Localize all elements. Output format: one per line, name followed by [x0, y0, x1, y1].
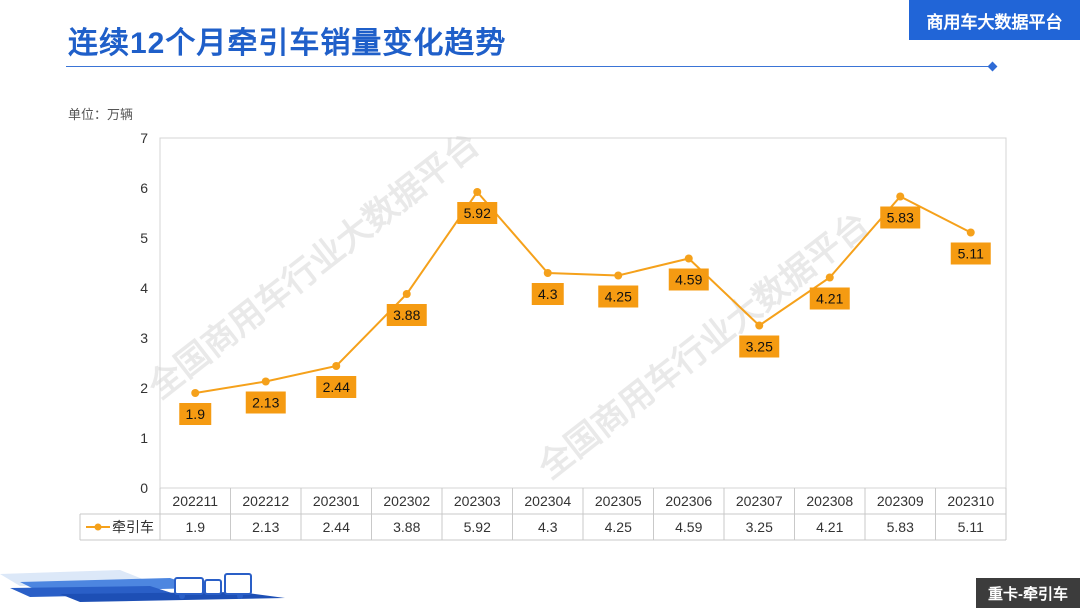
table-value: 3.88 — [393, 519, 420, 535]
data-label: 2.44 — [323, 379, 350, 395]
data-point — [543, 269, 552, 277]
data-point — [261, 377, 270, 386]
table-value: 4.25 — [605, 519, 632, 535]
y-tick-label: 3 — [140, 330, 148, 346]
table-value: 2.13 — [252, 519, 279, 535]
table-value: 3.25 — [746, 519, 773, 535]
table-value: 5.11 — [958, 519, 984, 535]
title-divider — [66, 66, 992, 67]
table-value: 4.3 — [538, 519, 558, 535]
data-point — [896, 192, 905, 201]
data-label-box — [739, 335, 780, 358]
data-label: 4.3 — [538, 286, 558, 302]
data-label-box — [668, 268, 709, 291]
x-tick-label: 202309 — [877, 493, 924, 509]
x-tick-label: 202307 — [736, 493, 783, 509]
data-label: 5.83 — [887, 210, 914, 226]
data-label-box — [598, 285, 639, 308]
y-tick-label: 1 — [140, 430, 148, 446]
data-label: 3.88 — [393, 307, 420, 323]
truck-logo-decoration — [0, 570, 285, 602]
brand-badge: 商用车大数据平台 — [909, 0, 1080, 40]
y-tick-label: 2 — [140, 380, 148, 396]
x-tick-label: 202303 — [454, 493, 501, 509]
data-label: 4.21 — [816, 291, 843, 307]
data-label: 1.9 — [186, 406, 206, 422]
data-label: 5.11 — [958, 246, 984, 262]
data-label-box — [531, 283, 564, 305]
data-point — [473, 188, 482, 196]
data-point — [614, 271, 623, 280]
data-label: 4.25 — [605, 289, 632, 305]
data-label: 5.92 — [464, 205, 491, 221]
data-label-box — [457, 202, 498, 224]
data-point — [825, 273, 834, 282]
data-label-box — [316, 376, 357, 398]
table-value: 1.9 — [186, 519, 206, 535]
data-label: 2.13 — [252, 395, 279, 411]
data-point — [684, 254, 693, 263]
data-point — [191, 389, 200, 397]
y-tick-label: 6 — [140, 180, 148, 196]
data-label-box — [950, 242, 991, 265]
page-title: 连续12个月牵引车销量变化趋势 — [68, 27, 507, 60]
data-point — [966, 228, 975, 237]
x-tick-label: 202211 — [172, 493, 218, 509]
data-point — [755, 321, 764, 330]
x-tick-label: 202301 — [313, 493, 360, 509]
series-line — [195, 190, 972, 394]
legend-label: 牵引车 — [112, 519, 154, 535]
x-tick-label: 202310 — [947, 493, 994, 509]
x-tick-label: 202308 — [806, 493, 853, 509]
y-tick-label: 4 — [140, 280, 148, 296]
data-label-box — [809, 287, 850, 310]
y-tick-label: 7 — [140, 130, 148, 146]
x-tick-label: 202304 — [524, 493, 571, 509]
legend-marker — [94, 523, 102, 531]
y-tick-label: 5 — [140, 230, 148, 246]
unit-label: 单位：万辆 — [68, 107, 134, 122]
data-label-box — [245, 391, 286, 414]
data-label: 3.25 — [746, 339, 773, 355]
data-label: 4.59 — [675, 272, 702, 288]
data-point — [402, 290, 411, 298]
table-value: 5.92 — [464, 519, 491, 535]
y-tick-label: 0 — [140, 480, 148, 496]
watermark-text: 全国商用车行业大数据平台 — [530, 204, 876, 487]
x-tick-label: 202302 — [383, 493, 430, 509]
footer-tag: 重卡-牵引车 — [976, 578, 1080, 608]
table-value: 5.83 — [887, 519, 914, 535]
table-value: 2.44 — [323, 519, 350, 535]
x-tick-label: 202212 — [242, 493, 289, 509]
watermark-text: 全国商用车行业大数据平台 — [140, 124, 486, 407]
table-value: 4.21 — [816, 519, 843, 535]
x-tick-label: 202305 — [595, 493, 642, 509]
data-label-box — [880, 206, 921, 229]
x-tick-label: 202306 — [665, 493, 712, 509]
data-label-box — [386, 304, 427, 326]
data-label-box — [179, 403, 212, 425]
table-value: 4.59 — [675, 519, 702, 535]
data-point — [332, 362, 341, 370]
